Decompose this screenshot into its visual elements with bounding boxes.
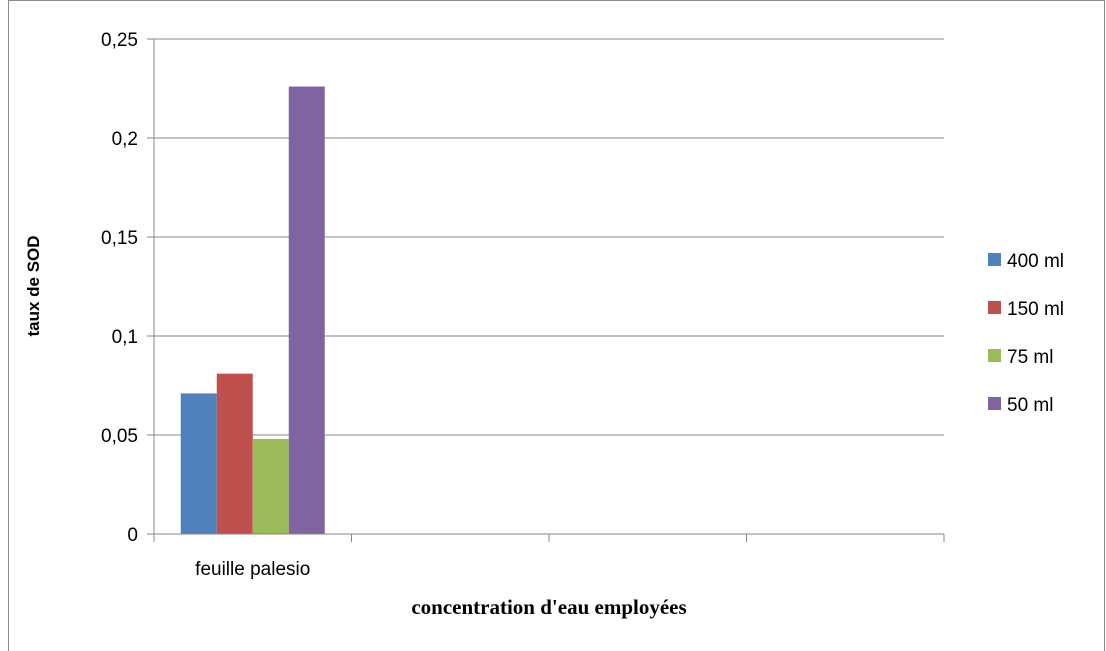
bars (180, 86, 325, 535)
legend-swatch (988, 301, 1001, 314)
legend-swatch (988, 349, 1001, 362)
y-tick-labels: 0 0,05 0,1 0,15 0,2 0,25 (101, 30, 138, 546)
y-tick-label: 0,2 (112, 129, 138, 150)
grid-lines (154, 38, 944, 436)
bar (252, 438, 289, 534)
y-tick-label: 0,05 (101, 426, 138, 447)
legend-label: 75 ml (1007, 347, 1053, 368)
y-tick-label: 0 (127, 525, 138, 546)
y-tick-label: 0,1 (112, 327, 138, 348)
legend-swatch (988, 397, 1001, 410)
legend-label: 50 ml (1007, 395, 1053, 416)
axes (147, 38, 945, 542)
y-axis-label: taux de SOD (24, 235, 43, 336)
y-tick-label: 0,25 (101, 30, 138, 51)
legend: 400 ml 150 ml 75 ml 50 ml (988, 251, 1064, 416)
bar (288, 86, 325, 535)
bar (216, 373, 253, 534)
x-tick-label: feuille palesio (195, 559, 310, 580)
chart-frame (8, 0, 1105, 651)
bar (180, 393, 217, 534)
legend-swatch (988, 253, 1001, 266)
legend-label: 150 ml (1007, 299, 1064, 320)
x-axis-label: concentration d'eau employées (411, 595, 686, 619)
legend-label: 400 ml (1007, 251, 1064, 272)
y-tick-label: 0,15 (101, 228, 138, 249)
x-tick-labels: feuille palesio (195, 559, 310, 580)
